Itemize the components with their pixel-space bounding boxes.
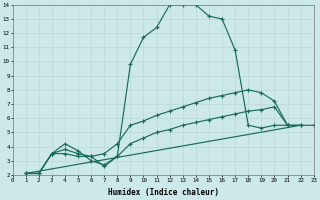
X-axis label: Humidex (Indice chaleur): Humidex (Indice chaleur) — [108, 188, 219, 197]
